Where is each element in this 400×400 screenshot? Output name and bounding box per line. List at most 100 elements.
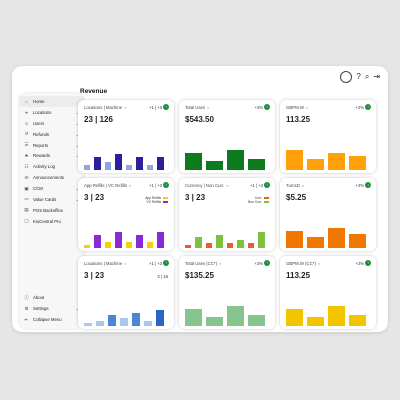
card-value: 3 | 23: [84, 271, 105, 280]
sidebar-item-label: POS Backoffice: [33, 207, 64, 213]
kpi-card[interactable]: Currency | Non Curr. ≈ +1 | +3 ↑ 3 | 23 Curr.…: [179, 178, 275, 251]
sidebar-item-label: About: [33, 295, 45, 301]
sidebar-item-label: Announcements: [33, 175, 65, 181]
kpi-card[interactable]: GBPM.W ≈ +2% ↑ 113.25: [280, 100, 376, 173]
change-badge: +1 | +3 ↑: [250, 182, 270, 188]
home-icon: ⌂: [25, 98, 28, 104]
chevron-down-icon[interactable]: ⌄: [75, 197, 79, 202]
kpi-card[interactable]: Total Uses (CC*) ≈ +2% ↑ $135.25: [179, 256, 275, 329]
chart-bar: [349, 314, 366, 326]
change-value: +2%: [355, 260, 365, 266]
card-grid: Locations | Machine ≈ +1 | +3 ↑ 23 | 126 Tota…: [78, 100, 376, 329]
chevron-down-icon[interactable]: ⌄: [75, 153, 79, 158]
chart-bar: [227, 150, 244, 170]
chart-bar: [248, 158, 265, 170]
bar-chart: [82, 212, 170, 248]
chevron-down-icon[interactable]: ⌄: [75, 110, 79, 115]
sidebar-item-rewards[interactable]: ★ Rewards ⌄: [19, 150, 84, 161]
kpi-card[interactable]: TurnsD ≈ +2% ↑ $5.25: [280, 178, 376, 251]
top-toolbar: ? ⌕ ⇥: [340, 71, 380, 83]
chevron-down-icon[interactable]: ⌄: [75, 186, 79, 191]
wifi-icon: ≈: [226, 183, 229, 188]
chart-legend: Curr. Non Curr.: [248, 196, 269, 204]
announcement-icon: ✉: [24, 174, 29, 180]
collapse-icon: ⇤: [24, 316, 29, 322]
sidebar-item-kiocentral-pro[interactable]: ▢ KioCentral Pro: [19, 216, 84, 227]
sidebar-item-home[interactable]: ⌂ Home: [19, 96, 84, 107]
sidebar-item-label: Settings: [33, 306, 49, 312]
kpi-card[interactable]: Total Uses ≈ +2% ↑ $543.50: [179, 100, 275, 173]
chart-bar: [216, 234, 223, 248]
sidebar-item-label: Collapse Menu: [33, 317, 62, 323]
wifi-icon: ≈: [305, 105, 309, 110]
bar-chart: [82, 290, 170, 326]
chart-bar: [115, 154, 122, 170]
chevron-down-icon[interactable]: ⌄: [75, 121, 79, 126]
legend-label: VC Refills: [146, 200, 161, 204]
sidebar-item-ccm[interactable]: ▣ CCM ⌄: [19, 183, 84, 194]
chart-bar: [125, 241, 133, 248]
legend-entry: Curr.: [248, 196, 269, 200]
change-value: +1 | +3: [250, 182, 263, 188]
chart-bar: [248, 314, 265, 326]
chart-bar: [206, 161, 223, 170]
chart-bar: [132, 312, 140, 326]
search-icon[interactable]: ⌕: [364, 72, 370, 81]
sidebar-item-about[interactable]: ⓘ About: [19, 292, 84, 303]
sidebar-item-label: Refunds: [33, 131, 50, 137]
chart-bar: [205, 242, 213, 248]
chart-bar: [146, 241, 154, 248]
legend-label: Curr.: [254, 196, 262, 200]
card-title-text: Currency | Non Curr.: [185, 183, 225, 188]
chart-bar: [136, 156, 143, 170]
chart-bar: [206, 317, 223, 326]
chevron-down-icon[interactable]: ⌄: [75, 306, 79, 311]
up-arrow-icon: ↑: [163, 104, 169, 110]
legend-entry: VC Refills: [145, 200, 168, 204]
sidebar-item-settings[interactable]: ⚙ Settings ⌄: [19, 303, 84, 314]
sidebar-item-pos-backoffice[interactable]: ▤ POS Backoffice: [19, 205, 84, 216]
legend-label: App Refills: [145, 196, 161, 200]
chart-bar: [146, 164, 154, 170]
sidebar-item-label: Users: [33, 120, 45, 126]
card-icon: ▭: [24, 196, 29, 202]
change-badge: +1 | +3 ↑: [149, 182, 169, 188]
app-window: ? ⌕ ⇥ ⌂ Home ⌖ Locations ⌄ ☺ Users ⌄ ↺ Refunds ⌄ ☰ R…: [12, 66, 388, 332]
help-icon[interactable]: ?: [356, 72, 361, 81]
sidebar-item-refunds[interactable]: ↺ Refunds ⌄: [19, 129, 84, 140]
legend-entry: Non Curr.: [248, 200, 269, 204]
chart-legend: App Refills VC Refills: [145, 196, 168, 204]
page-title: Revenue: [80, 88, 108, 95]
wifi-icon: ≈: [128, 183, 132, 188]
bar-chart: [183, 134, 271, 170]
avatar[interactable]: [340, 71, 353, 83]
change-badge: +2% ↑: [356, 182, 371, 188]
kpi-card[interactable]: Locations | Machine ≈ +1 | +3 ↑ 23 | 126: [78, 100, 174, 173]
chevron-down-icon[interactable]: ⌄: [75, 143, 79, 148]
refund-icon: ↺: [24, 131, 29, 137]
up-arrow-icon: ↑: [163, 182, 169, 188]
sidebar-item-collapse-menu[interactable]: ⇤ Collapse Menu: [19, 314, 84, 325]
sidebar-item-reports[interactable]: ☰ Reports ⌄: [19, 140, 84, 151]
card-title-text: App Refills | VC Refills: [84, 183, 127, 188]
sidebar-item-locations[interactable]: ⌖ Locations ⌄: [19, 107, 84, 118]
kpi-card[interactable]: App Refills | VC Refills ≈ +1 | +3 ↑ 3 | 23 A…: [78, 178, 174, 251]
kpi-card[interactable]: Locations | Machine ≈ +1 | +3 ↑ 3 | 23 2 | 16: [78, 256, 174, 329]
logout-icon[interactable]: ⇥: [373, 72, 380, 81]
sidebar-item-label: Home: [33, 98, 45, 104]
change-value: +2%: [254, 260, 264, 266]
chart-bar: [227, 306, 244, 326]
chevron-down-icon[interactable]: ⌄: [75, 132, 79, 137]
reward-icon: ★: [24, 152, 29, 158]
sidebar-item-announcements[interactable]: ✉ Announcements: [19, 172, 84, 183]
sidebar-item-activity-log[interactable]: ☷ Activity Log: [19, 161, 84, 172]
card-value: 113.25: [286, 115, 311, 124]
report-icon: ☰: [24, 142, 29, 147]
wifi-icon: ≈: [317, 261, 321, 266]
sidebar-item-users[interactable]: ☺ Users ⌄: [19, 118, 84, 129]
card-value: 23 | 126: [84, 115, 113, 124]
bar-chart: [284, 290, 372, 326]
chart-bar: [157, 232, 164, 248]
kpi-card[interactable]: GBPM.W (CC*) ≈ +2% ↑ 113.25: [280, 256, 376, 329]
sidebar-item-value-cards[interactable]: ▭ Value Cards ⌄: [19, 194, 84, 205]
